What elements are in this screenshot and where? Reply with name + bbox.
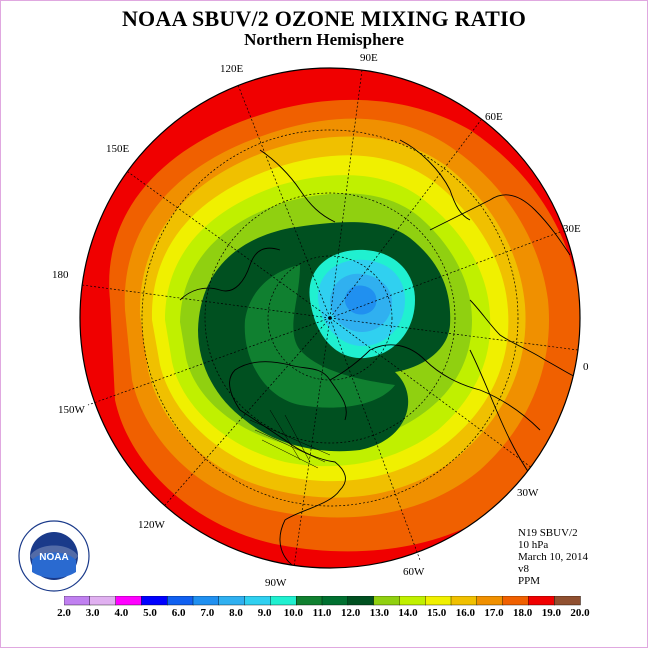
colorbar-swatch [115, 596, 143, 606]
colorbar-swatch [218, 596, 246, 606]
colorbar-tick-label: 9.0 [257, 607, 272, 619]
colorbar-swatch [399, 596, 426, 606]
colorbar-swatch [166, 596, 194, 606]
colorbar-swatch [89, 596, 117, 606]
longitude-labels: 90E 60E 30E 0 30W 60W 90W 120W 150W 180 … [52, 52, 589, 589]
lon-label-150e: 150E [106, 143, 130, 155]
colorbar-tick-label: 7.0 [200, 607, 215, 619]
colorbar-tick-label: 17.0 [484, 607, 504, 619]
country-borders [249, 409, 331, 469]
colorbar-tick-label: 16.0 [455, 607, 475, 619]
metadata-block: N19 SBUV/2 10 hPa March 10, 2014 v8 PPM [518, 527, 588, 587]
colorbar-swatch [295, 596, 323, 606]
colorbar-tick-label: 4.0 [114, 607, 129, 619]
colorbar-tick-label: 3.0 [85, 607, 100, 619]
colorbar-tick-label: 12.0 [341, 607, 361, 619]
colorbar-tick-label: 14.0 [398, 607, 418, 619]
lon-label-30w: 30W [517, 487, 539, 499]
satellite-label: N19 SBUV/2 [518, 527, 578, 539]
map-boundary [79, 67, 581, 569]
colorbar-tick-label: 6.0 [171, 607, 186, 619]
page-title: NOAA SBUV/2 OZONE MIXING RATIO [121, 6, 527, 31]
level-label: 10 hPa [518, 539, 549, 551]
colorbar-swatch [347, 596, 375, 606]
ozone-contour-fill [80, 68, 580, 568]
lon-label-90w: 90W [265, 577, 287, 589]
logo-text: NOAA [39, 552, 68, 563]
colorbar-swatch [64, 596, 91, 606]
colorbar-swatch [373, 596, 401, 606]
colorbar-tick-label: 5.0 [143, 607, 157, 619]
lon-label-120w: 120W [138, 519, 166, 531]
colorbar-swatch [141, 596, 168, 606]
units-label: PPM [518, 575, 541, 587]
colorbar-tick-label: 13.0 [369, 607, 389, 619]
version-label: v8 [518, 563, 529, 575]
graticule [81, 69, 579, 568]
colorbar-labels: 2.0 3.0 4.0 5.0 6.0 7.0 8.0 9.0 10.0 11.0 12.0 13.0… [0, 607, 648, 621]
lon-label-150w: 150W [58, 404, 86, 416]
colorbar-tick-label: 19.0 [541, 607, 561, 619]
lon-label-0: 0 [583, 361, 589, 373]
colorbar-swatch [192, 596, 220, 606]
colorbar-tick-label: 20.0 [570, 607, 590, 619]
colorbar-tick-label: 18.0 [513, 607, 533, 619]
lon-label-60w: 60W [403, 566, 425, 578]
lon-label-180: 180 [52, 269, 69, 281]
date-label: March 10, 2014 [518, 551, 588, 563]
colorbar-tick-label: 15.0 [427, 607, 447, 619]
lon-label-30e: 30E [563, 223, 581, 235]
colorbar-tick-label: 2.0 [57, 607, 71, 619]
lon-label-120e: 120E [220, 63, 244, 75]
colorbar-swatch [425, 596, 452, 606]
colorbar-swatch [270, 596, 297, 606]
noaa-logo: NOAA [18, 520, 90, 592]
page-subtitle: Northern Hemisphere [244, 30, 404, 49]
colorbar-swatch [528, 596, 555, 606]
colorbar [64, 596, 581, 606]
colorbar-swatch [450, 596, 478, 606]
colorbar-swatch [502, 596, 530, 606]
colorbar-swatch [321, 596, 349, 606]
contour-7 [344, 285, 377, 315]
colorbar-swatch [476, 596, 504, 606]
colorbar-tick-label: 10.0 [283, 607, 303, 619]
colorbar-swatch [244, 596, 272, 606]
colorbar-tick-label: 8.0 [229, 607, 243, 619]
colorbar-swatch [554, 596, 581, 606]
lon-label-90e: 90E [360, 52, 378, 64]
lon-label-60e: 60E [485, 111, 503, 123]
colorbar-tick-label: 11.0 [312, 607, 332, 619]
